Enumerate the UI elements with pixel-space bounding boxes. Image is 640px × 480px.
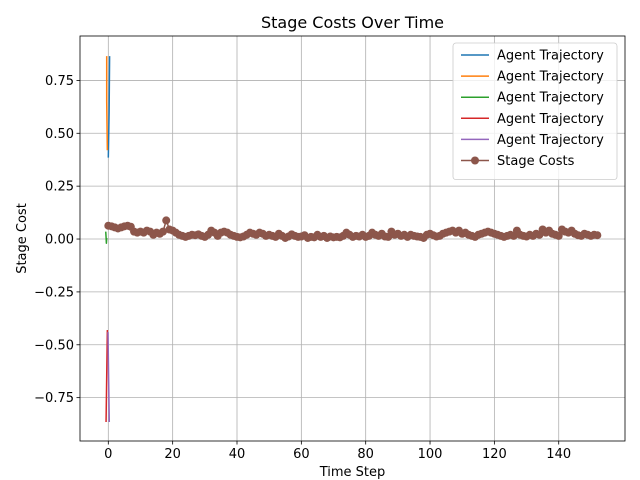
x-tick-label: 20 [164, 447, 181, 462]
y-tick-label: 0.50 [45, 127, 74, 142]
series-line-4 [107, 332, 111, 422]
y-axis: −0.75 −0.50 −0.25 0.00 0.25 0.50 0.75 [34, 74, 80, 406]
y-axis-label: Stage Cost [15, 203, 30, 274]
axes-frame [79, 35, 626, 442]
x-tick-label: 120 [482, 447, 507, 462]
x-tick-label: 40 [229, 447, 246, 462]
legend-entry: Agent Trajectory [497, 133, 604, 148]
series-line-2 [104, 231, 108, 245]
legend-entry: Agent Trajectory [497, 112, 604, 127]
stage-cost-point [159, 227, 167, 236]
legend: Agent Trajectory Agent Trajectory Agent Tr… [452, 42, 618, 181]
y-tick-label: 0.00 [45, 233, 74, 248]
series-line-3 [105, 329, 109, 422]
legend-marker [471, 156, 479, 165]
stage-cost-point [593, 231, 602, 240]
x-tick-label: 60 [293, 447, 310, 462]
x-tick-label: 100 [418, 447, 443, 462]
plot-area [104, 56, 602, 422]
y-tick-label: 0.25 [45, 180, 74, 195]
x-tick-label: 80 [357, 447, 374, 462]
y-tick-label: −0.25 [34, 285, 74, 300]
legend-entry: Agent Trajectory [497, 91, 604, 106]
stage-cost-point [162, 216, 171, 225]
stage-cost-point [554, 231, 563, 240]
x-axis-label: Time Step [319, 465, 386, 480]
y-tick-label: −0.75 [34, 391, 74, 406]
y-tick-label: 0.75 [45, 74, 74, 89]
legend-entry: Agent Trajectory [497, 70, 604, 85]
x-tick-label: 140 [546, 447, 571, 462]
series-line-0 [107, 56, 111, 158]
x-axis: 0 20 40 60 80 100 120 140 [104, 441, 571, 462]
y-tick-label: −0.50 [34, 338, 74, 353]
legend-entry: Stage Costs [497, 154, 575, 169]
chart-title: Stage Costs Over Time [261, 13, 444, 32]
x-tick-label: 0 [104, 447, 112, 462]
legend-entry: Agent Trajectory [497, 49, 604, 64]
legend-box [452, 42, 618, 181]
series-line-1 [105, 56, 109, 151]
